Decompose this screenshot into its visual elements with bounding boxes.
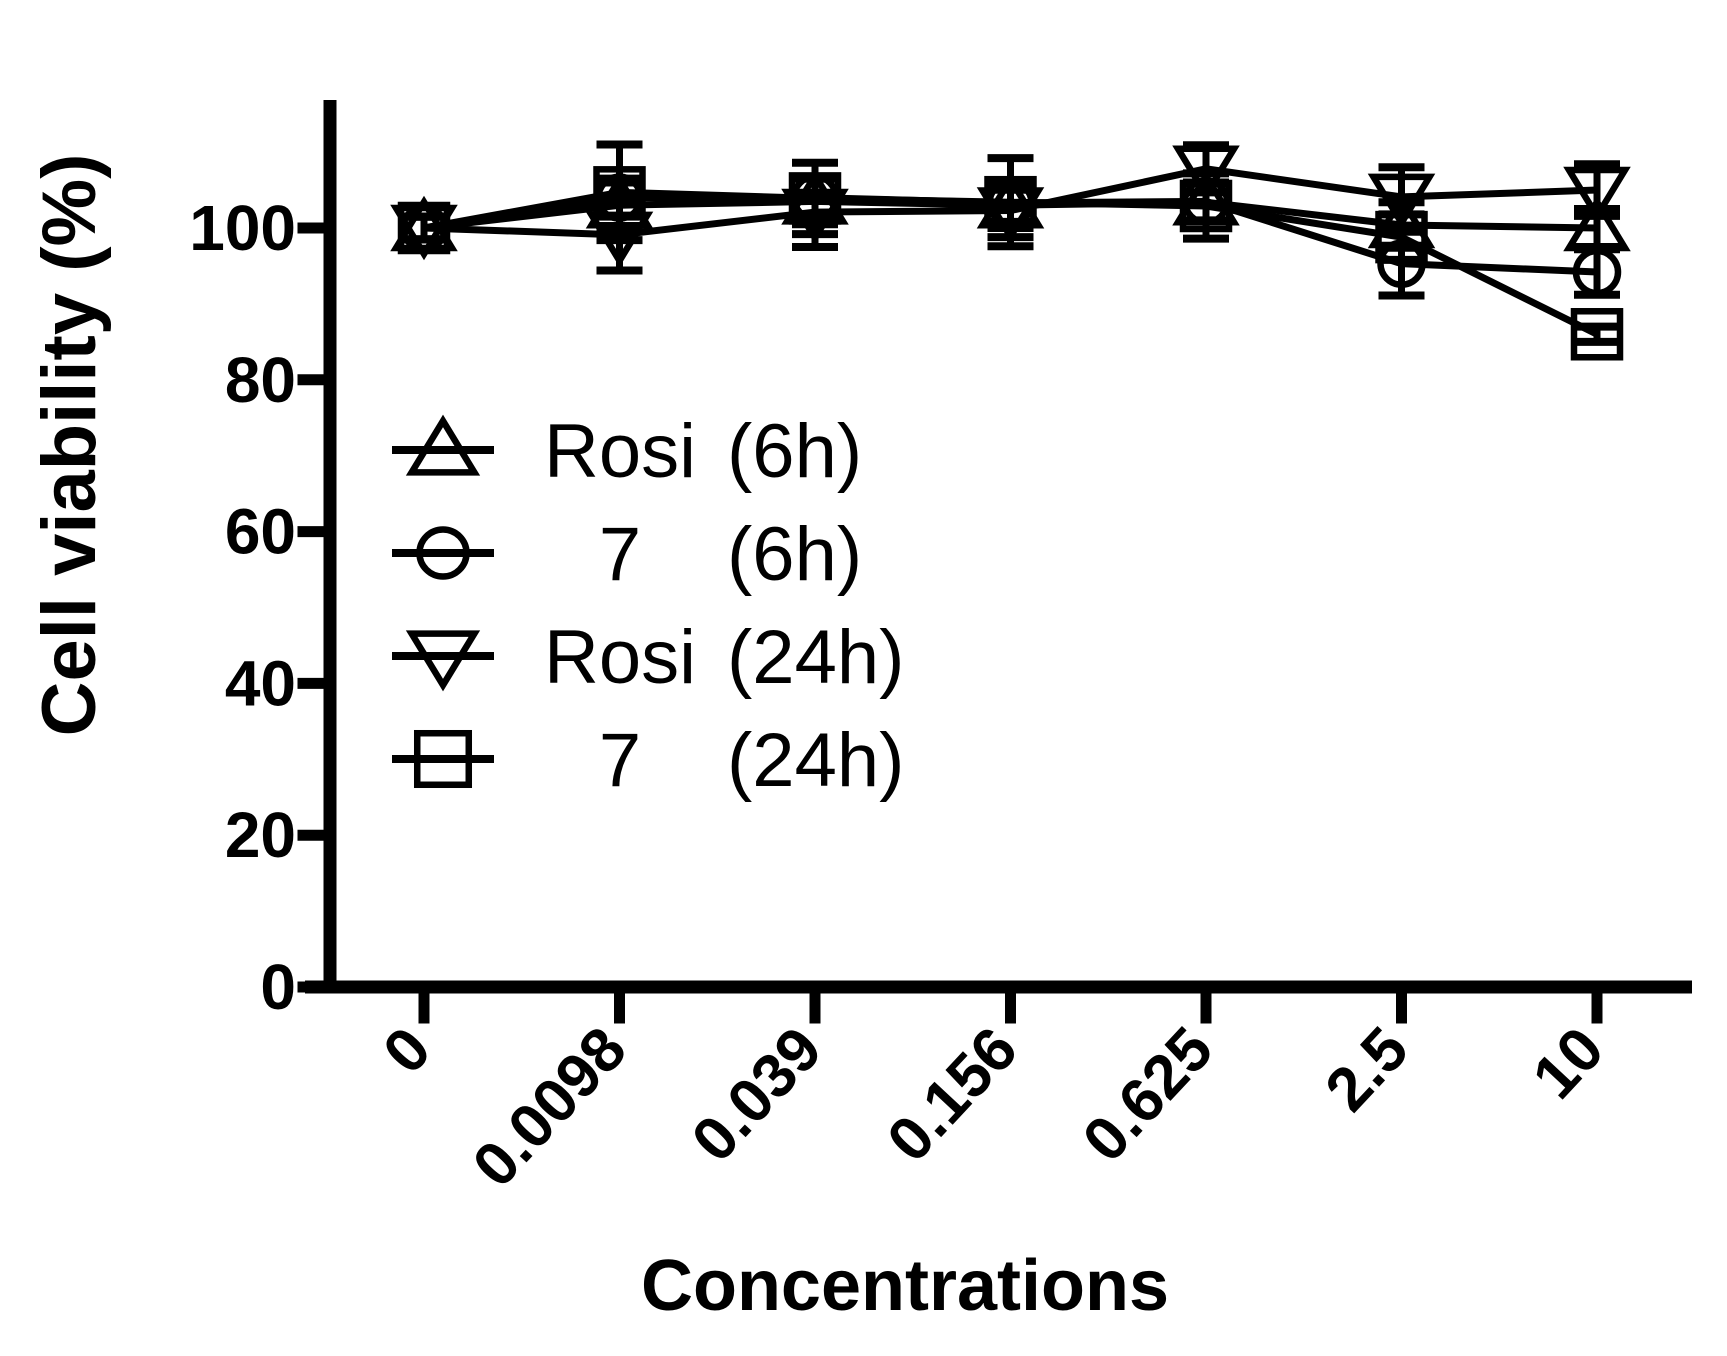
y-axis-ticks: 0 20 40 60 80 100 <box>189 192 330 1023</box>
series-markers-rosi-24h <box>390 145 1631 268</box>
marker-circle <box>1572 247 1622 297</box>
y-axis-title: Cell viability (%) <box>27 154 112 737</box>
x-axis-title: Concentrations <box>641 1246 1169 1326</box>
legend-marker-triangle-down <box>405 630 481 692</box>
marker-square <box>1375 210 1428 264</box>
legend-series-name: 7 <box>599 512 641 597</box>
marker-square <box>1570 308 1624 361</box>
y-tick-label: 60 <box>225 496 296 568</box>
y-tick-label: 0 <box>260 951 296 1023</box>
marker-triangle-down <box>1172 145 1240 202</box>
x-tick-label: 0.625 <box>1070 1014 1226 1175</box>
y-tick-label: 40 <box>225 647 296 719</box>
y-tick-label: 100 <box>189 192 296 264</box>
x-tick-label: 0.039 <box>679 1014 835 1175</box>
series-markers-7-24h <box>397 166 1624 361</box>
legend-item-7-6h: 7 (6h) <box>392 512 862 597</box>
legend-item-7-24h: 7 (24h) <box>392 718 904 803</box>
x-tick-label: 0.0098 <box>460 1014 640 1200</box>
legend: Rosi (6h) 7 (6h) Rosi (24h) 7 (24h) <box>392 409 904 803</box>
marker-square <box>593 166 646 219</box>
legend-series-time: (6h) <box>727 512 862 597</box>
legend-series-name: Rosi <box>544 409 696 494</box>
legend-series-name: 7 <box>599 718 641 803</box>
y-tick-label: 80 <box>225 344 296 416</box>
legend-marker-square <box>413 729 473 789</box>
series-line-7-24h <box>423 188 1599 338</box>
x-tick-label: 2.5 <box>1312 1014 1421 1124</box>
marker-square <box>984 175 1037 229</box>
marker-triangle-down <box>1563 166 1631 223</box>
legend-series-time: (24h) <box>727 615 904 700</box>
marker-triangle-down <box>976 187 1045 243</box>
x-tick-label: 0 <box>370 1014 444 1086</box>
marker-triangle-down <box>1367 173 1436 230</box>
x-tick-label: 0.156 <box>874 1014 1030 1175</box>
legend-item-rosi-6h: Rosi (6h) <box>392 409 862 494</box>
legend-series-name: Rosi <box>544 615 696 700</box>
legend-series-time: (6h) <box>727 409 862 494</box>
legend-marker-circle <box>416 526 470 580</box>
marker-triangle-down <box>781 188 849 245</box>
legend-series-time: (24h) <box>727 718 904 803</box>
x-tick-label: 10 <box>1520 1014 1617 1111</box>
legend-marker-triangle-up <box>405 414 481 476</box>
x-axis-ticks: 0 0.0098 0.039 0.156 0.625 2.5 10 <box>370 993 1617 1200</box>
marker-square <box>397 201 451 255</box>
marker-square <box>788 172 842 225</box>
y-tick-label: 20 <box>225 799 296 871</box>
marker-triangle-up <box>585 172 654 229</box>
marker-circle <box>1377 239 1426 288</box>
legend-item-rosi-24h: Rosi (24h) <box>392 615 904 700</box>
marker-square <box>1179 179 1233 233</box>
